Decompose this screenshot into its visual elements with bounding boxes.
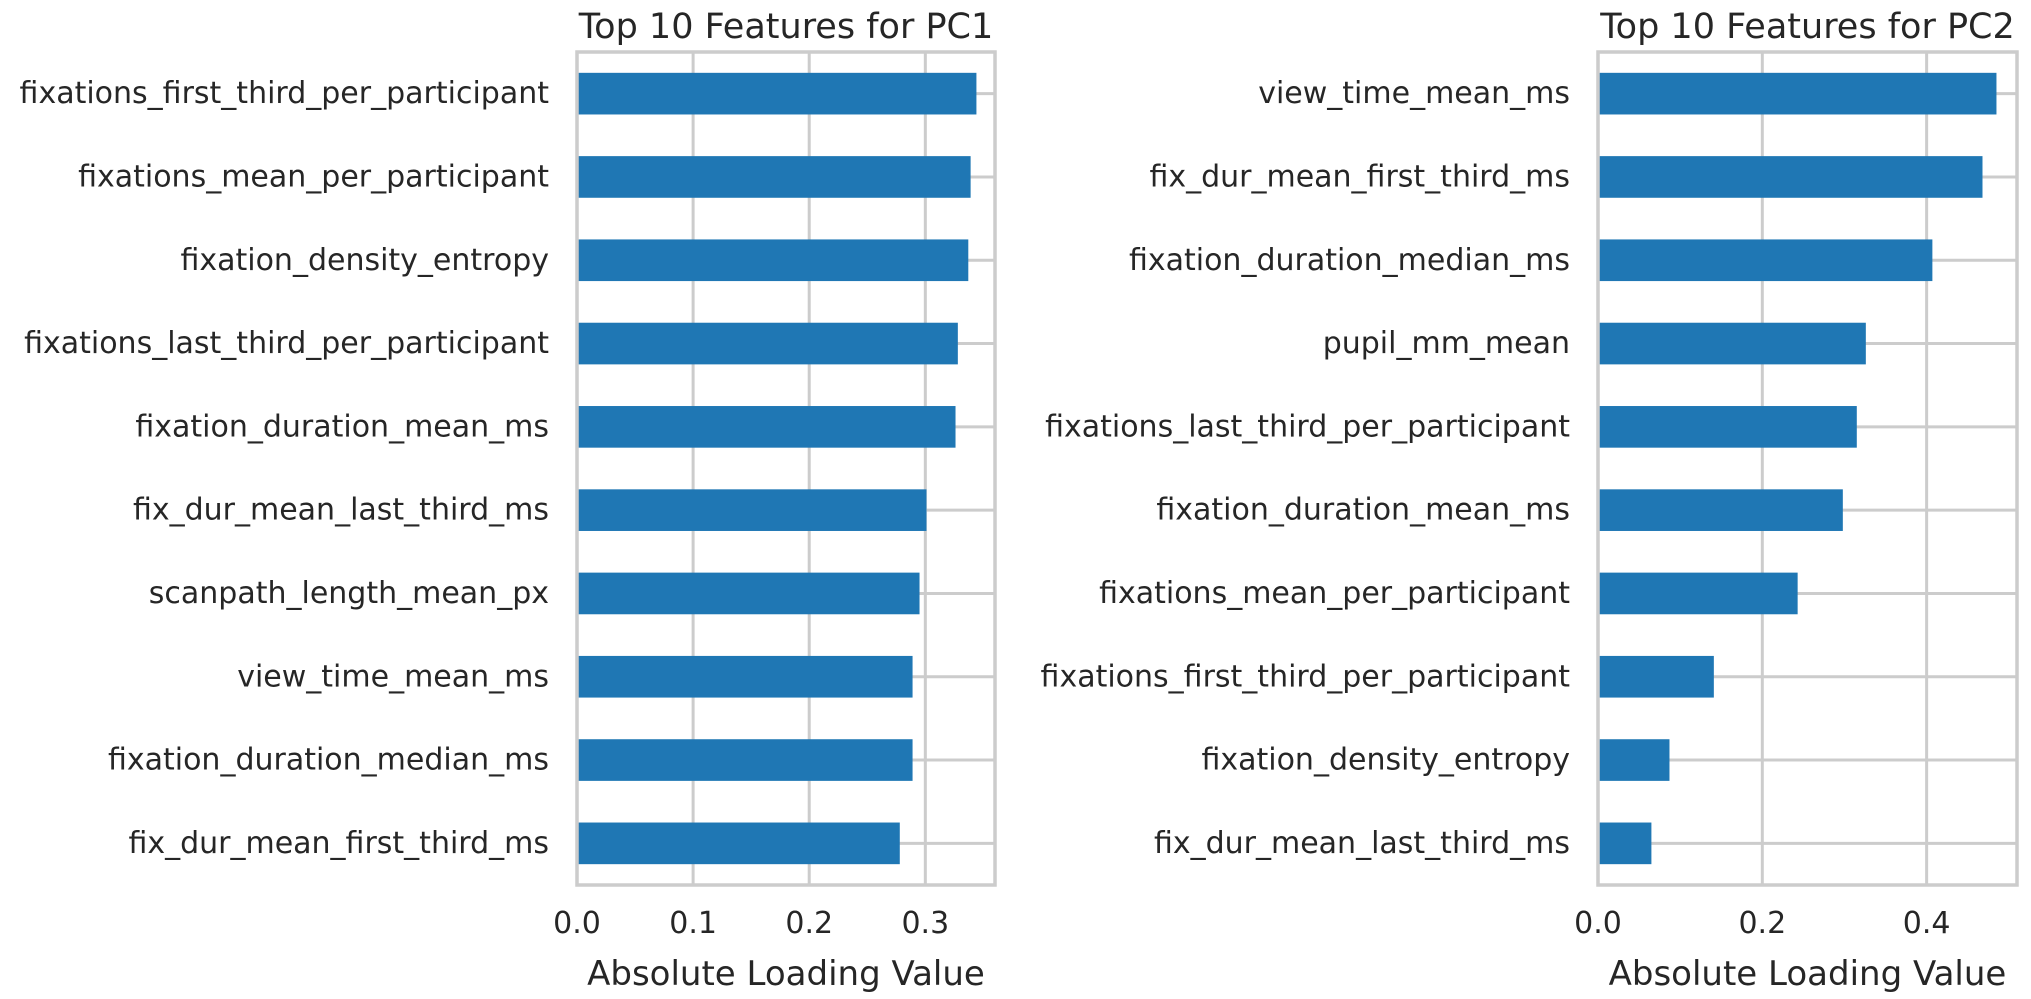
bar — [1598, 572, 1798, 615]
category-label: fix_dur_mean_last_third_ms — [133, 493, 549, 528]
x-tick-label: 0.2 — [785, 906, 833, 941]
category-label: fixations_mean_per_participant — [78, 159, 549, 194]
x-tick-label: 0.4 — [1903, 906, 1951, 941]
bar — [577, 822, 900, 865]
bar — [1598, 72, 1997, 115]
x-tick-label: 0.0 — [1574, 906, 1622, 941]
category-label: fixations_first_third_per_participant — [1041, 659, 1571, 694]
category-label: fixation_density_entropy — [1201, 743, 1570, 778]
bar — [1598, 322, 1866, 365]
chart-title: Top 10 Features for PC1 — [578, 7, 994, 47]
chart-title: Top 10 Features for PC2 — [1599, 7, 2015, 47]
category-label: fixation_duration_mean_ms — [135, 409, 549, 444]
bar — [577, 322, 958, 365]
bar — [1598, 156, 1983, 198]
x-tick-label: 0.0 — [553, 906, 601, 941]
bar — [577, 655, 913, 698]
category-label: fixations_first_third_per_participant — [20, 76, 550, 111]
category-label: view_time_mean_ms — [1258, 76, 1570, 111]
category-label: fixation_duration_median_ms — [1129, 243, 1570, 278]
x-tick-label: 0.1 — [669, 906, 717, 941]
category-label: fixations_last_third_per_participant — [1045, 409, 1570, 444]
category-label: fixation_duration_median_ms — [108, 743, 549, 778]
chart-panel-pc2: view_time_mean_ms fix_dur_mean_first_thir… — [1041, 7, 2019, 994]
category-label: view_time_mean_ms — [237, 659, 549, 694]
bar — [1598, 739, 1670, 781]
chart-panel-pc1: fixations_first_third_per_participantfix… — [20, 7, 997, 994]
category-label: fix_dur_mean_first_third_ms — [128, 826, 549, 861]
bar — [1598, 239, 1933, 282]
bar — [577, 156, 971, 198]
category-label: fix_dur_mean_first_third_ms — [1149, 159, 1570, 194]
bar — [577, 739, 913, 781]
bar — [577, 489, 927, 531]
category-label: fixation_density_entropy — [180, 243, 549, 278]
axes-frame — [575, 50, 997, 887]
bar — [1598, 406, 1857, 448]
category-label: fixation_duration_mean_ms — [1156, 493, 1570, 528]
bar — [577, 406, 956, 448]
x-axis-label: Absolute Loading Value — [1609, 954, 2007, 994]
x-tick-label: 0.3 — [901, 906, 949, 941]
category-label: fix_dur_mean_last_third_ms — [1154, 826, 1570, 861]
bar — [1598, 489, 1843, 531]
bar — [577, 239, 969, 282]
category-label: pupil_mm_mean — [1323, 326, 1570, 361]
category-label: scanpath_length_mean_px — [149, 576, 549, 611]
x-tick-label: 0.2 — [1738, 906, 1786, 941]
x-axis-label: Absolute Loading Value — [587, 954, 985, 994]
bar — [577, 72, 977, 115]
category-label: fixations_mean_per_participant — [1099, 576, 1570, 611]
bar — [1598, 822, 1652, 865]
bar — [577, 572, 920, 615]
axes-frame — [1596, 50, 2019, 887]
bar — [1598, 655, 1714, 698]
category-label: fixations_last_third_per_participant — [24, 326, 549, 361]
